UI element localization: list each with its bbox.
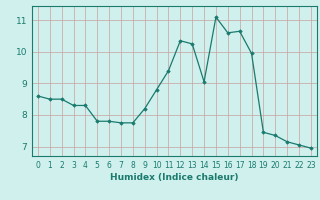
X-axis label: Humidex (Indice chaleur): Humidex (Indice chaleur) — [110, 173, 239, 182]
